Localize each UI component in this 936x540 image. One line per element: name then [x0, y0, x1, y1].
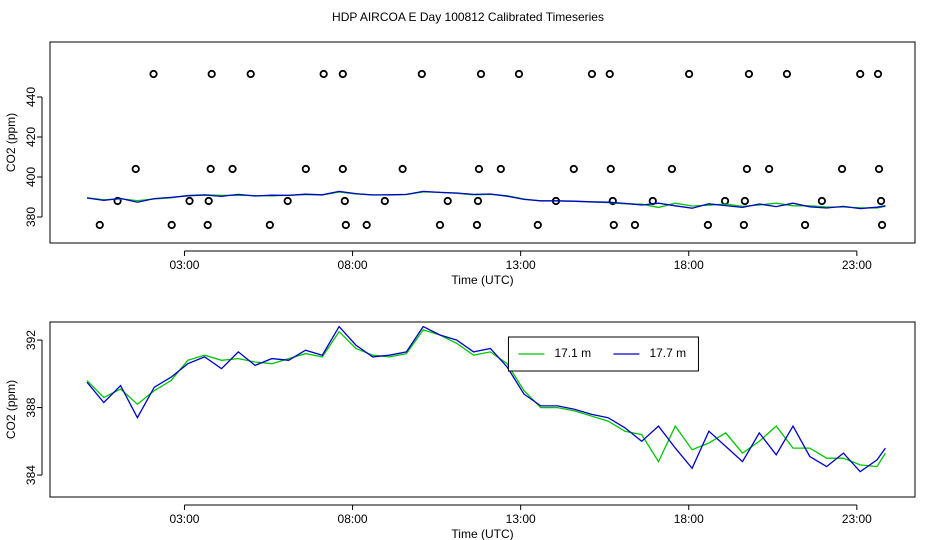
x-tick-label: 08:00 [338, 258, 368, 272]
data-point [246, 69, 255, 79]
legend-label: 17.1 m [554, 346, 591, 360]
data-point [876, 196, 886, 206]
y-axis-label: CO2 (ppm) [4, 380, 18, 439]
data-point [873, 69, 883, 79]
data-point [837, 164, 847, 174]
plot-frame [49, 41, 916, 244]
x-tick-label: 13:00 [506, 258, 536, 272]
data-point [569, 164, 578, 174]
x-tick-label: 03:00 [169, 512, 199, 526]
data-point [149, 69, 158, 79]
data-point [782, 69, 792, 79]
data-point [472, 220, 482, 230]
data-point [474, 164, 484, 174]
data-point [338, 69, 347, 79]
data-point [740, 196, 749, 206]
data-point [744, 69, 754, 79]
data-point [203, 220, 212, 230]
data-point [667, 164, 677, 174]
chart-title: HDP AIRCOA E Day 100812 Calibrated Times… [332, 10, 604, 24]
y-axis-label: CO2 (ppm) [4, 113, 18, 172]
y-tick-label: 384 [24, 465, 38, 485]
data-point [340, 196, 349, 206]
x-axis-label: Time (UTC) [451, 273, 513, 287]
data-point [341, 220, 350, 230]
x-tick-label: 18:00 [674, 512, 704, 526]
data-point [265, 220, 274, 230]
legend-label: 17.7 m [649, 346, 686, 360]
x-tick-label: 18:00 [674, 258, 704, 272]
data-point [606, 164, 615, 174]
data-point [283, 196, 292, 206]
data-point [720, 196, 730, 206]
x-tick-label: 03:00 [169, 258, 199, 272]
x-tick-label: 08:00 [338, 512, 368, 526]
y-tick-label: 440 [24, 87, 38, 107]
x-tick-label: 23:00 [842, 512, 872, 526]
data-point [514, 69, 524, 79]
data-point [206, 164, 215, 174]
data-line [86, 325, 886, 473]
y-tick-label: 388 [24, 397, 38, 417]
y-tick-label: 400 [24, 167, 38, 187]
data-point [587, 69, 597, 79]
data-point [131, 164, 140, 174]
data-point [764, 164, 774, 174]
data-point [435, 220, 445, 230]
data-point [185, 196, 194, 206]
data-point [301, 164, 310, 174]
data-point [228, 164, 237, 174]
data-point [496, 164, 505, 174]
data-point [703, 220, 713, 230]
data-point [856, 69, 865, 79]
y-tick-label: 420 [24, 127, 38, 147]
data-point [630, 220, 640, 230]
data-line [86, 329, 886, 468]
data-point [204, 196, 213, 206]
data-point [338, 164, 347, 174]
y-tick-label: 392 [24, 330, 38, 350]
data-point [167, 220, 176, 230]
data-point [362, 220, 371, 230]
data-point [608, 196, 617, 206]
data-point [533, 220, 542, 230]
data-point [476, 69, 486, 79]
data-point [95, 220, 104, 230]
x-tick-label: 13:00 [506, 512, 536, 526]
data-point [742, 164, 752, 174]
data-point [877, 220, 887, 230]
data-point [398, 164, 407, 174]
y-tick-label: 380 [24, 207, 38, 227]
data-point [417, 69, 426, 79]
data-point [684, 69, 694, 79]
data-point [207, 69, 216, 79]
data-point [800, 220, 810, 230]
data-point [473, 196, 483, 206]
data-point [739, 220, 748, 230]
data-point [817, 196, 826, 206]
data-point [609, 220, 618, 230]
x-axis-label: Time (UTC) [451, 527, 513, 540]
data-point [319, 69, 328, 79]
data-line [86, 190, 886, 210]
data-point [380, 196, 389, 206]
data-point [443, 196, 452, 206]
x-tick-label: 23:00 [842, 258, 872, 272]
data-point [113, 196, 122, 206]
plot-frame [49, 321, 916, 498]
data-point [605, 69, 614, 79]
data-point [874, 164, 884, 174]
